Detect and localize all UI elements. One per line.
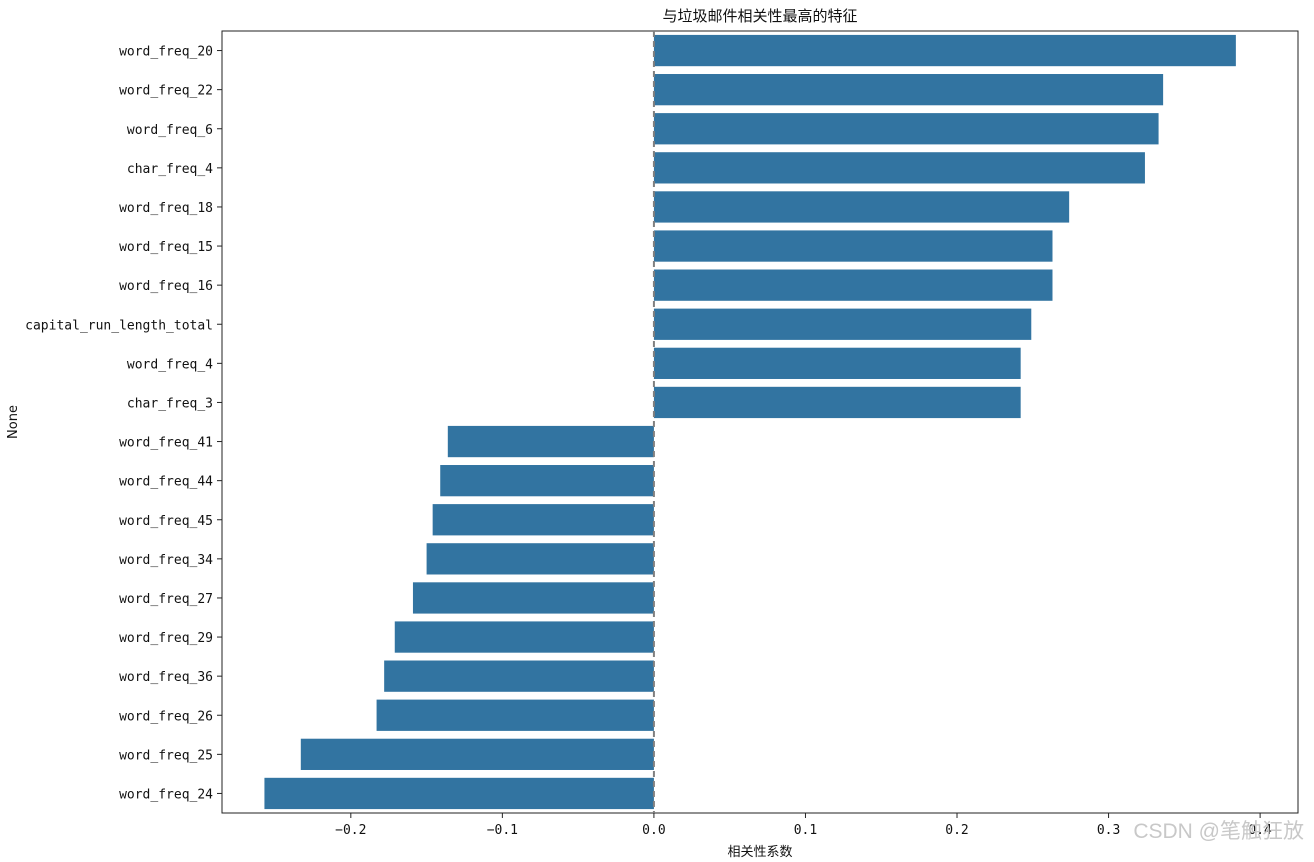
y-tick-label: word_freq_26 <box>119 709 213 724</box>
y-tick-label: word_freq_24 <box>119 787 213 802</box>
bar-word-freq-36 <box>384 660 654 692</box>
bar-char-freq-3 <box>653 386 1021 419</box>
bar-word-freq-27 <box>412 582 654 614</box>
watermark: CSDN @笔触狂放 <box>1133 820 1304 843</box>
y-tick-label: word_freq_18 <box>119 201 213 216</box>
x-tick-label: 0.1 <box>794 823 817 838</box>
bar-char-freq-4 <box>653 152 1145 184</box>
y-tick-label: char_freq_4 <box>127 162 213 177</box>
x-axis-ticks: −0.2 −0.1 0.0 0.1 0.2 0.3 0.4 <box>335 813 1272 838</box>
chart-title: 与垃圾邮件相关性最高的特征 <box>662 7 857 25</box>
x-tick-label: 0.0 <box>642 823 665 838</box>
bar-word-freq-22 <box>653 74 1164 106</box>
x-tick-label: −0.1 <box>487 823 518 838</box>
bar-word-freq-45 <box>432 504 654 536</box>
x-axis-label: 相关性系数 <box>727 845 792 860</box>
y-tick-label: word_freq_29 <box>119 631 213 646</box>
bar-word-freq-26 <box>376 699 654 731</box>
y-axis-label: None <box>6 405 21 439</box>
bar-word-freq-44 <box>440 465 654 497</box>
x-tick-label: 0.3 <box>1097 823 1120 838</box>
x-tick-label: 0.2 <box>945 823 968 838</box>
x-tick-label: 0.4 <box>1248 823 1272 838</box>
y-tick-label: char_freq_3 <box>127 396 213 411</box>
bar-word-freq-29 <box>394 621 654 653</box>
y-tick-label: word_freq_41 <box>119 436 213 451</box>
y-tick-label: word_freq_16 <box>119 279 213 294</box>
plot-area <box>221 30 1299 814</box>
y-tick-labels: word_freq_20 word_freq_22 word_freq_6 char_… <box>25 45 222 802</box>
y-tick-label: word_freq_25 <box>119 748 213 763</box>
bar-word-freq-15 <box>653 230 1053 262</box>
y-tick-label: word_freq_27 <box>119 592 213 607</box>
y-tick-label: word_freq_45 <box>119 514 213 529</box>
y-tick-label: word_freq_6 <box>127 123 213 138</box>
y-tick-label: word_freq_34 <box>119 553 213 568</box>
bar-word-freq-18 <box>653 191 1070 223</box>
y-tick-label: word_freq_44 <box>119 475 213 490</box>
bar-series <box>264 34 1236 810</box>
y-tick-label: word_freq_4 <box>127 357 213 372</box>
bar-word-freq-6 <box>653 113 1159 145</box>
y-tick-label: word_freq_20 <box>119 45 213 60</box>
bar-word-freq-25 <box>300 738 654 770</box>
bar-word-freq-20 <box>653 34 1236 67</box>
bar-word-freq-16 <box>653 269 1053 301</box>
bar-word-freq-4 <box>653 347 1021 379</box>
x-tick-label: −0.2 <box>335 823 366 838</box>
bar-word-freq-41 <box>447 425 654 458</box>
y-tick-label: word_freq_15 <box>119 240 213 255</box>
y-tick-label: capital_run_length_total <box>25 318 213 333</box>
bar-word-freq-24 <box>264 777 654 810</box>
bar-word-freq-34 <box>426 543 654 575</box>
y-tick-label: word_freq_22 <box>119 84 213 99</box>
bar-capital-run-length-total <box>653 308 1032 340</box>
y-tick-label: word_freq_36 <box>119 670 213 685</box>
